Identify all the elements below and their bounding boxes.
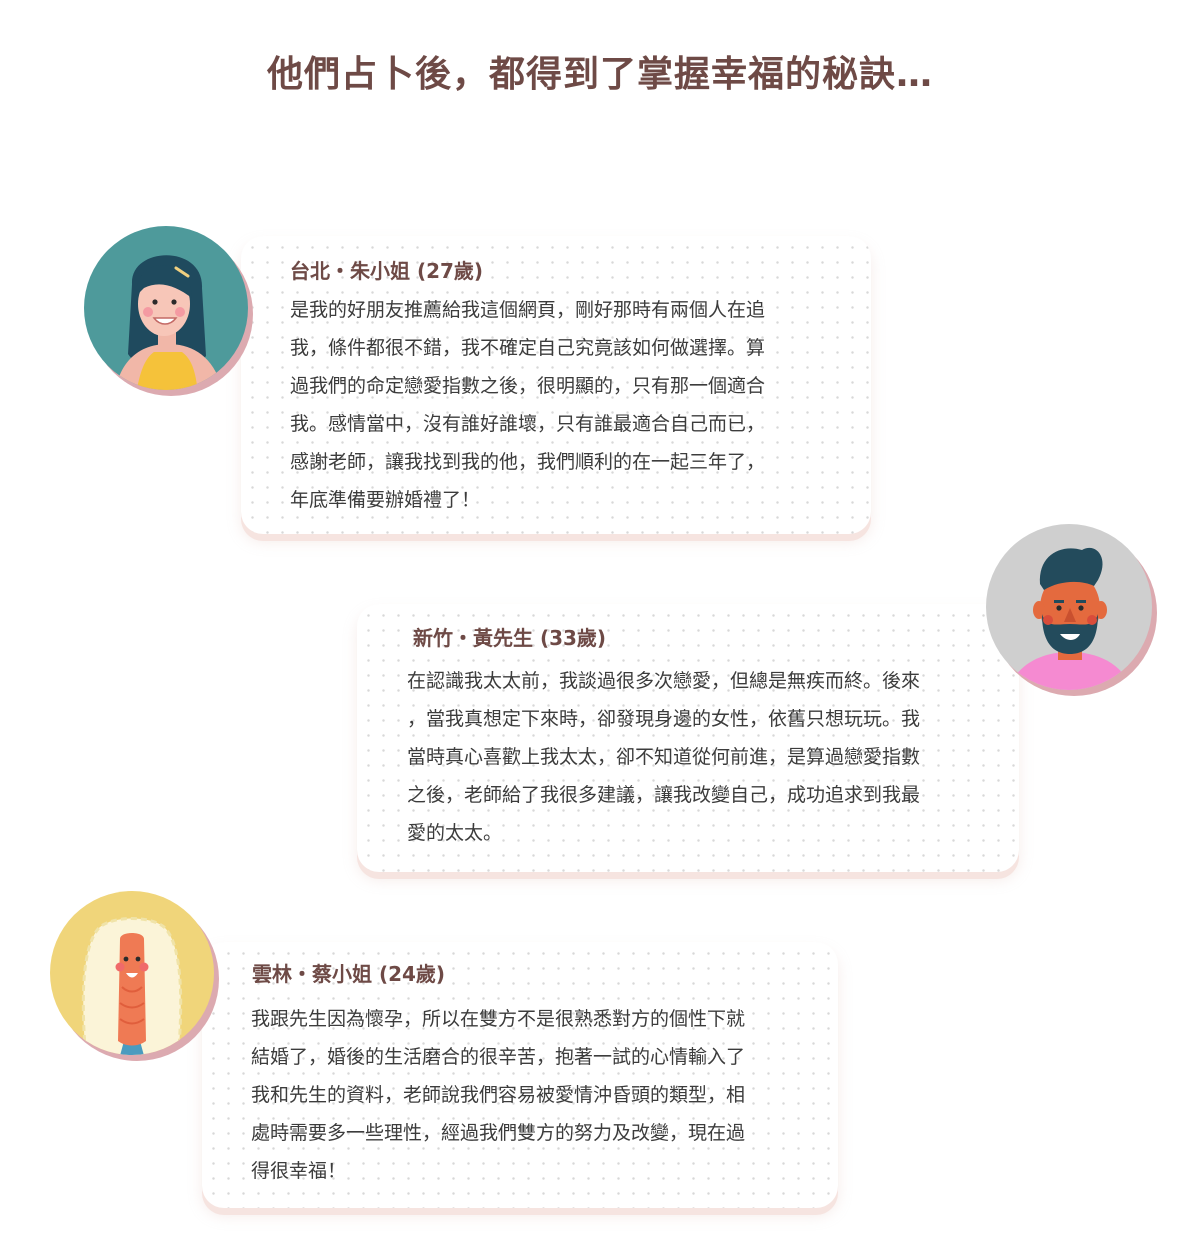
testimonial-name: 台北・朱小姐 (27歲) (290, 259, 484, 283)
testimonial-line: 年底準備要辦婚禮了！ (290, 489, 481, 511)
testimonial-card-1 (241, 236, 871, 534)
testimonial-line: 愛的太太。 (407, 822, 503, 844)
testimonial-line: 當時真心喜歡上我太太，卻不知道從何前進，是算過戀愛指數 (407, 746, 921, 768)
testimonial-line: 處時需要多一些理性，經過我們雙方的努力及改變，現在過 (251, 1122, 746, 1144)
testimonial-text: 在認識我太太前，我談過很多次戀愛，但總是無疾而終。後來 ，當我真想定下來時，卻發… (407, 662, 987, 852)
testimonial-card-3 (202, 942, 838, 1208)
testimonial-line: 感謝老師，讓我找到我的他，我們順利的在一起三年了， (290, 451, 766, 473)
testimonial-name: 新竹・黃先生 (33歲) (413, 626, 607, 650)
testimonial-line: 我跟先生因為懷孕，所以在雙方不是很熟悉對方的個性下就 (251, 1008, 746, 1030)
testimonial-line: 我和先生的資料，老師說我們容易被愛情沖昏頭的類型，相 (251, 1084, 746, 1106)
testimonial-line: 我。感情當中，沒有誰好誰壞，只有誰最適合自己而已， (290, 413, 766, 435)
bearded-man-avatar-icon (986, 524, 1158, 698)
testimonial-line: 之後，老師給了我很多建議，讓我改變自己，成功追求到我最 (407, 784, 921, 806)
testimonial-name: 雲林・蔡小姐 (24歲) (252, 962, 446, 986)
testimonial-line: 得很幸福！ (251, 1160, 347, 1182)
testimonial-text: 我跟先生因為懷孕，所以在雙方不是很熟悉對方的個性下就 結婚了，婚後的生活磨合的很… (251, 1000, 811, 1190)
testimonial-line: 我，條件都很不錯，我不確定自己究竟該如何做選擇。算 (290, 337, 766, 359)
testimonial-line: 是我的好朋友推薦給我這個網頁，剛好那時有兩個人在追 (290, 299, 766, 321)
testimonial-card-2 (357, 604, 1019, 872)
testimonial-line: 過我們的命定戀愛指數之後，很明顯的，只有那一個適合 (290, 375, 766, 397)
testimonial-line: ，當我真想定下來時，卻發現身邊的女性，依舊只想玩玩。我 (407, 708, 921, 730)
woman-dark-hair-avatar-icon (84, 226, 254, 398)
page-title: 他們占卜後，都得到了掌握幸福的秘訣… (266, 54, 933, 95)
testimonial-text: 是我的好朋友推薦給我這個網頁，剛好那時有兩個人在追 我，條件都很不錯，我不確定自… (290, 291, 830, 519)
testimonial-line: 結婚了，婚後的生活磨合的很辛苦，抱著一試的心情輸入了 (251, 1046, 746, 1068)
curly-hair-woman-avatar-icon (50, 891, 220, 1063)
testimonial-line: 在認識我太太前，我談過很多次戀愛，但總是無疾而終。後來 (407, 670, 921, 692)
